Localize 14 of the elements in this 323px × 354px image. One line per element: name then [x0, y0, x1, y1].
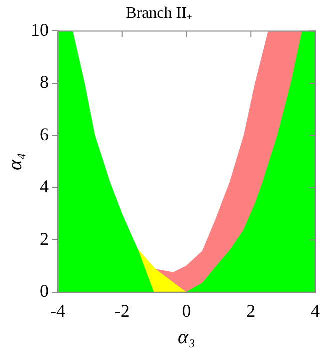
y-tick-label: 0 — [40, 281, 49, 302]
x-tick-label: 4 — [311, 300, 320, 321]
x-tick-label: 2 — [246, 300, 256, 321]
y-tick-label: 4 — [40, 176, 49, 197]
x-tick-label: -2 — [114, 300, 130, 321]
y-tick-label: 10 — [31, 20, 49, 40]
y-axis-title: α₄ — [4, 153, 26, 171]
y-tick-label: 8 — [40, 72, 49, 92]
y-tick-label: 2 — [40, 228, 49, 249]
y-tick-label: 6 — [40, 124, 49, 144]
x-tick-label: -4 — [50, 300, 66, 321]
x-tick-label: 0 — [182, 300, 192, 321]
x-axis-title: α₃ — [178, 326, 196, 348]
chart-title: Branch II₊ — [126, 4, 192, 22]
